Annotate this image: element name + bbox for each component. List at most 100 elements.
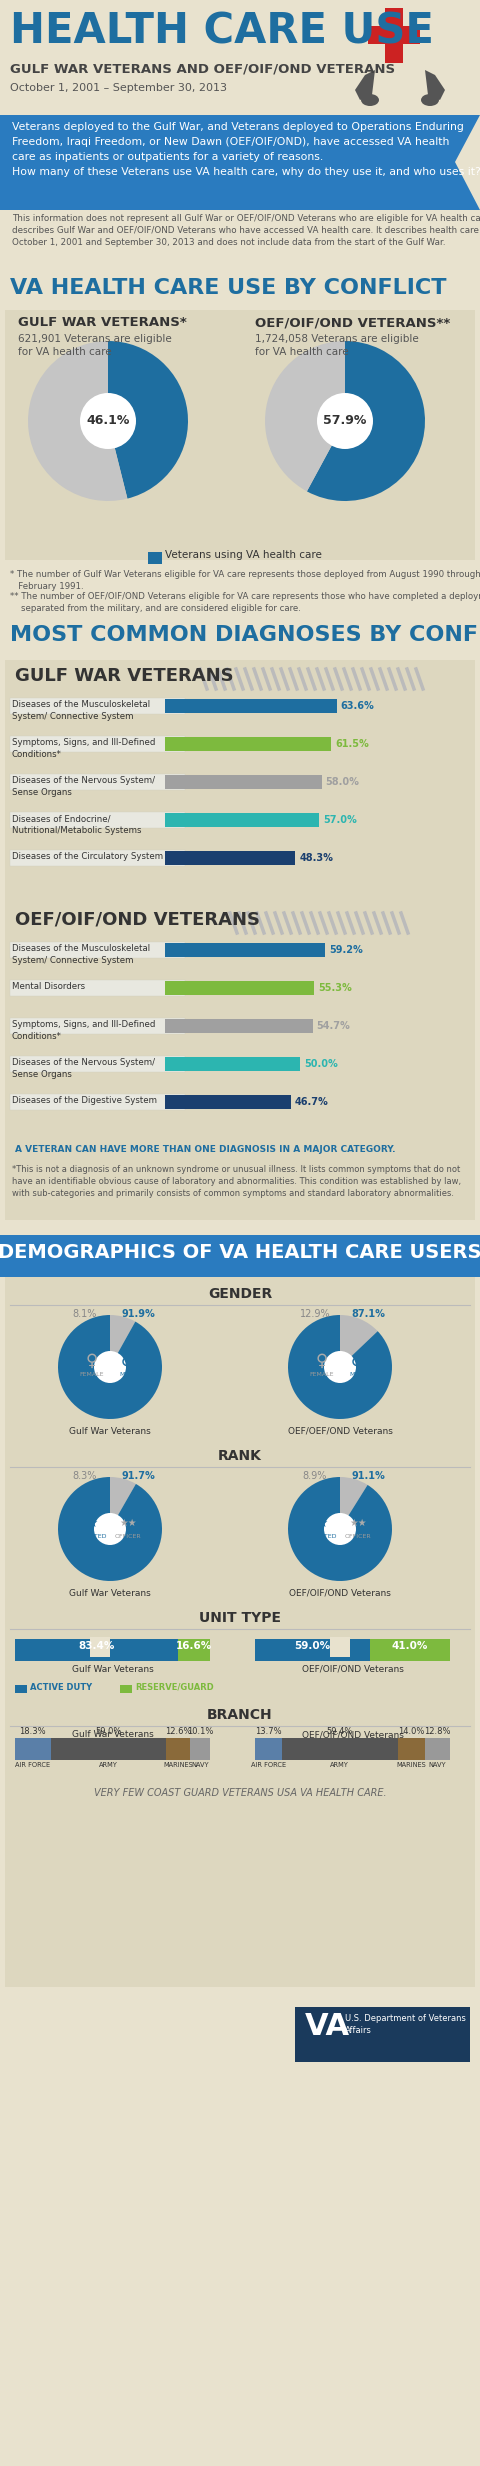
- Text: Diseases of Endocrine/
Nutritional/Metabolic Systems: Diseases of Endocrine/ Nutritional/Metab…: [12, 814, 142, 836]
- Text: GULF WAR VETERANS*: GULF WAR VETERANS*: [18, 316, 187, 328]
- Bar: [190, 1739, 210, 1761]
- Text: DEMOGRAPHICS OF VA HEALTH CARE USERS: DEMOGRAPHICS OF VA HEALTH CARE USERS: [0, 1243, 480, 1263]
- Text: 59.2%: 59.2%: [329, 944, 362, 954]
- Bar: [165, 1058, 300, 1070]
- Text: 8.1%: 8.1%: [73, 1309, 97, 1319]
- Text: 55.3%: 55.3%: [318, 984, 352, 994]
- Circle shape: [94, 1351, 126, 1383]
- Text: 12.6%: 12.6%: [165, 1726, 191, 1736]
- Text: 59.0%: 59.0%: [294, 1640, 331, 1652]
- Text: Mental Disorders: Mental Disorders: [12, 981, 85, 991]
- Text: HEALTH CARE USE: HEALTH CARE USE: [10, 10, 434, 52]
- Text: OEF/OIF/OND VETERANS: OEF/OIF/OND VETERANS: [15, 910, 260, 930]
- Text: OEF/OIF/OND Veterans: OEF/OIF/OND Veterans: [289, 1588, 391, 1598]
- Text: ACTIVE DUTY: ACTIVE DUTY: [30, 1682, 92, 1692]
- Wedge shape: [58, 1314, 162, 1418]
- Text: ♂: ♂: [120, 1351, 135, 1371]
- Bar: [368, 27, 420, 44]
- Text: OFFICER: OFFICER: [115, 1534, 141, 1539]
- Bar: [10, 851, 185, 866]
- Text: October 1, 2001 – September 30, 2013: October 1, 2001 – September 30, 2013: [10, 84, 227, 94]
- Text: MALE: MALE: [120, 1374, 136, 1378]
- Text: 91.1%: 91.1%: [351, 1472, 385, 1482]
- Text: 63.6%: 63.6%: [341, 700, 374, 710]
- Polygon shape: [455, 116, 480, 210]
- Text: Diseases of the Musculoskeletal
System/ Connective System: Diseases of the Musculoskeletal System/ …: [12, 700, 150, 720]
- Wedge shape: [110, 1477, 136, 1529]
- Bar: [15, 1640, 178, 1662]
- Text: ♂: ♂: [350, 1351, 365, 1371]
- Bar: [282, 1739, 398, 1761]
- Bar: [165, 851, 295, 866]
- Text: 14.0%: 14.0%: [398, 1726, 424, 1736]
- Bar: [148, 552, 162, 565]
- Bar: [10, 774, 185, 789]
- Wedge shape: [340, 1314, 378, 1366]
- Circle shape: [317, 392, 373, 449]
- Text: 54.7%: 54.7%: [317, 1021, 350, 1031]
- Text: FEMALE: FEMALE: [310, 1374, 334, 1378]
- Wedge shape: [108, 340, 188, 498]
- Text: Diseases of the Digestive System: Diseases of the Digestive System: [12, 1095, 157, 1105]
- Text: ★: ★: [86, 1517, 97, 1529]
- Text: VA HEALTH CARE USE BY CONFLICT: VA HEALTH CARE USE BY CONFLICT: [10, 279, 446, 298]
- Bar: [0, 210, 480, 276]
- Bar: [15, 1739, 51, 1761]
- Circle shape: [324, 1514, 356, 1546]
- Bar: [15, 1684, 27, 1694]
- Bar: [10, 1055, 185, 1073]
- Text: Symptoms, Signs, and Ill-Defined
Conditions*: Symptoms, Signs, and Ill-Defined Conditi…: [12, 737, 156, 760]
- Text: Veterans deployed to the Gulf War, and Veterans deployed to Operations Enduring: Veterans deployed to the Gulf War, and V…: [12, 121, 464, 133]
- Text: OEF/OIF/OND VETERANS**: OEF/OIF/OND VETERANS**: [255, 316, 450, 328]
- Text: 13.7%: 13.7%: [255, 1726, 282, 1736]
- Text: MARINES: MARINES: [163, 1763, 193, 1768]
- Text: Gulf War Veterans: Gulf War Veterans: [69, 1588, 151, 1598]
- Text: 18.3%: 18.3%: [20, 1726, 46, 1736]
- Text: Diseases of the Musculoskeletal
System/ Connective System: Diseases of the Musculoskeletal System/ …: [12, 944, 150, 964]
- Bar: [10, 1095, 185, 1110]
- Wedge shape: [265, 340, 345, 491]
- Bar: [255, 1640, 370, 1662]
- Wedge shape: [28, 340, 127, 501]
- Text: *This is not a diagnosis of an unknown syndrome or unusual illness. It lists com: *This is not a diagnosis of an unknown s…: [12, 1164, 461, 1198]
- Text: AIR FORCE: AIR FORCE: [251, 1763, 286, 1768]
- Text: OEF/OIF/OND Veterans: OEF/OIF/OND Veterans: [301, 1665, 403, 1674]
- Circle shape: [80, 392, 136, 449]
- Bar: [5, 1277, 475, 1988]
- Text: NAVY: NAVY: [429, 1763, 446, 1768]
- Wedge shape: [288, 1314, 392, 1418]
- Text: ★★: ★★: [349, 1519, 367, 1529]
- Bar: [165, 981, 314, 994]
- Text: 57.9%: 57.9%: [324, 414, 367, 427]
- Bar: [370, 1640, 450, 1662]
- Bar: [165, 774, 322, 789]
- Text: Freedom, Iraqi Freedom, or New Dawn (OEF/OIF/OND), have accessed VA health: Freedom, Iraqi Freedom, or New Dawn (OEF…: [12, 138, 449, 148]
- Text: RESERVE/GUARD: RESERVE/GUARD: [135, 1682, 214, 1692]
- Text: MALE: MALE: [349, 1374, 367, 1378]
- Polygon shape: [425, 69, 445, 101]
- Text: NAVY: NAVY: [192, 1763, 209, 1768]
- Text: MARINES: MARINES: [396, 1763, 426, 1768]
- Text: 8.9%: 8.9%: [303, 1472, 327, 1482]
- Bar: [10, 811, 185, 829]
- Text: 91.7%: 91.7%: [121, 1472, 155, 1482]
- Text: care as inpatients or outpatients for a variety of reasons.: care as inpatients or outpatients for a …: [12, 153, 323, 163]
- Bar: [0, 116, 480, 210]
- Text: ★: ★: [316, 1517, 328, 1529]
- Bar: [10, 1018, 185, 1033]
- Text: How many of these Veterans use VA health care, why do they use it, and who uses : How many of these Veterans use VA health…: [12, 168, 480, 178]
- Text: This information does not represent all Gulf War or OEF/OIF/OND Veterans who are: This information does not represent all …: [12, 215, 480, 247]
- Bar: [90, 1637, 110, 1657]
- Text: 46.1%: 46.1%: [86, 414, 130, 427]
- Text: 46.7%: 46.7%: [295, 1097, 329, 1107]
- Text: 41.0%: 41.0%: [392, 1640, 428, 1652]
- Text: GULF WAR VETERANS: GULF WAR VETERANS: [15, 666, 234, 686]
- Text: 87.1%: 87.1%: [351, 1309, 385, 1319]
- Bar: [425, 1739, 450, 1761]
- Text: 83.4%: 83.4%: [78, 1640, 115, 1652]
- Bar: [5, 311, 475, 560]
- Bar: [165, 737, 331, 752]
- Text: 91.9%: 91.9%: [121, 1309, 155, 1319]
- Bar: [165, 1095, 291, 1110]
- Text: Diseases of the Circulatory System: Diseases of the Circulatory System: [12, 851, 163, 861]
